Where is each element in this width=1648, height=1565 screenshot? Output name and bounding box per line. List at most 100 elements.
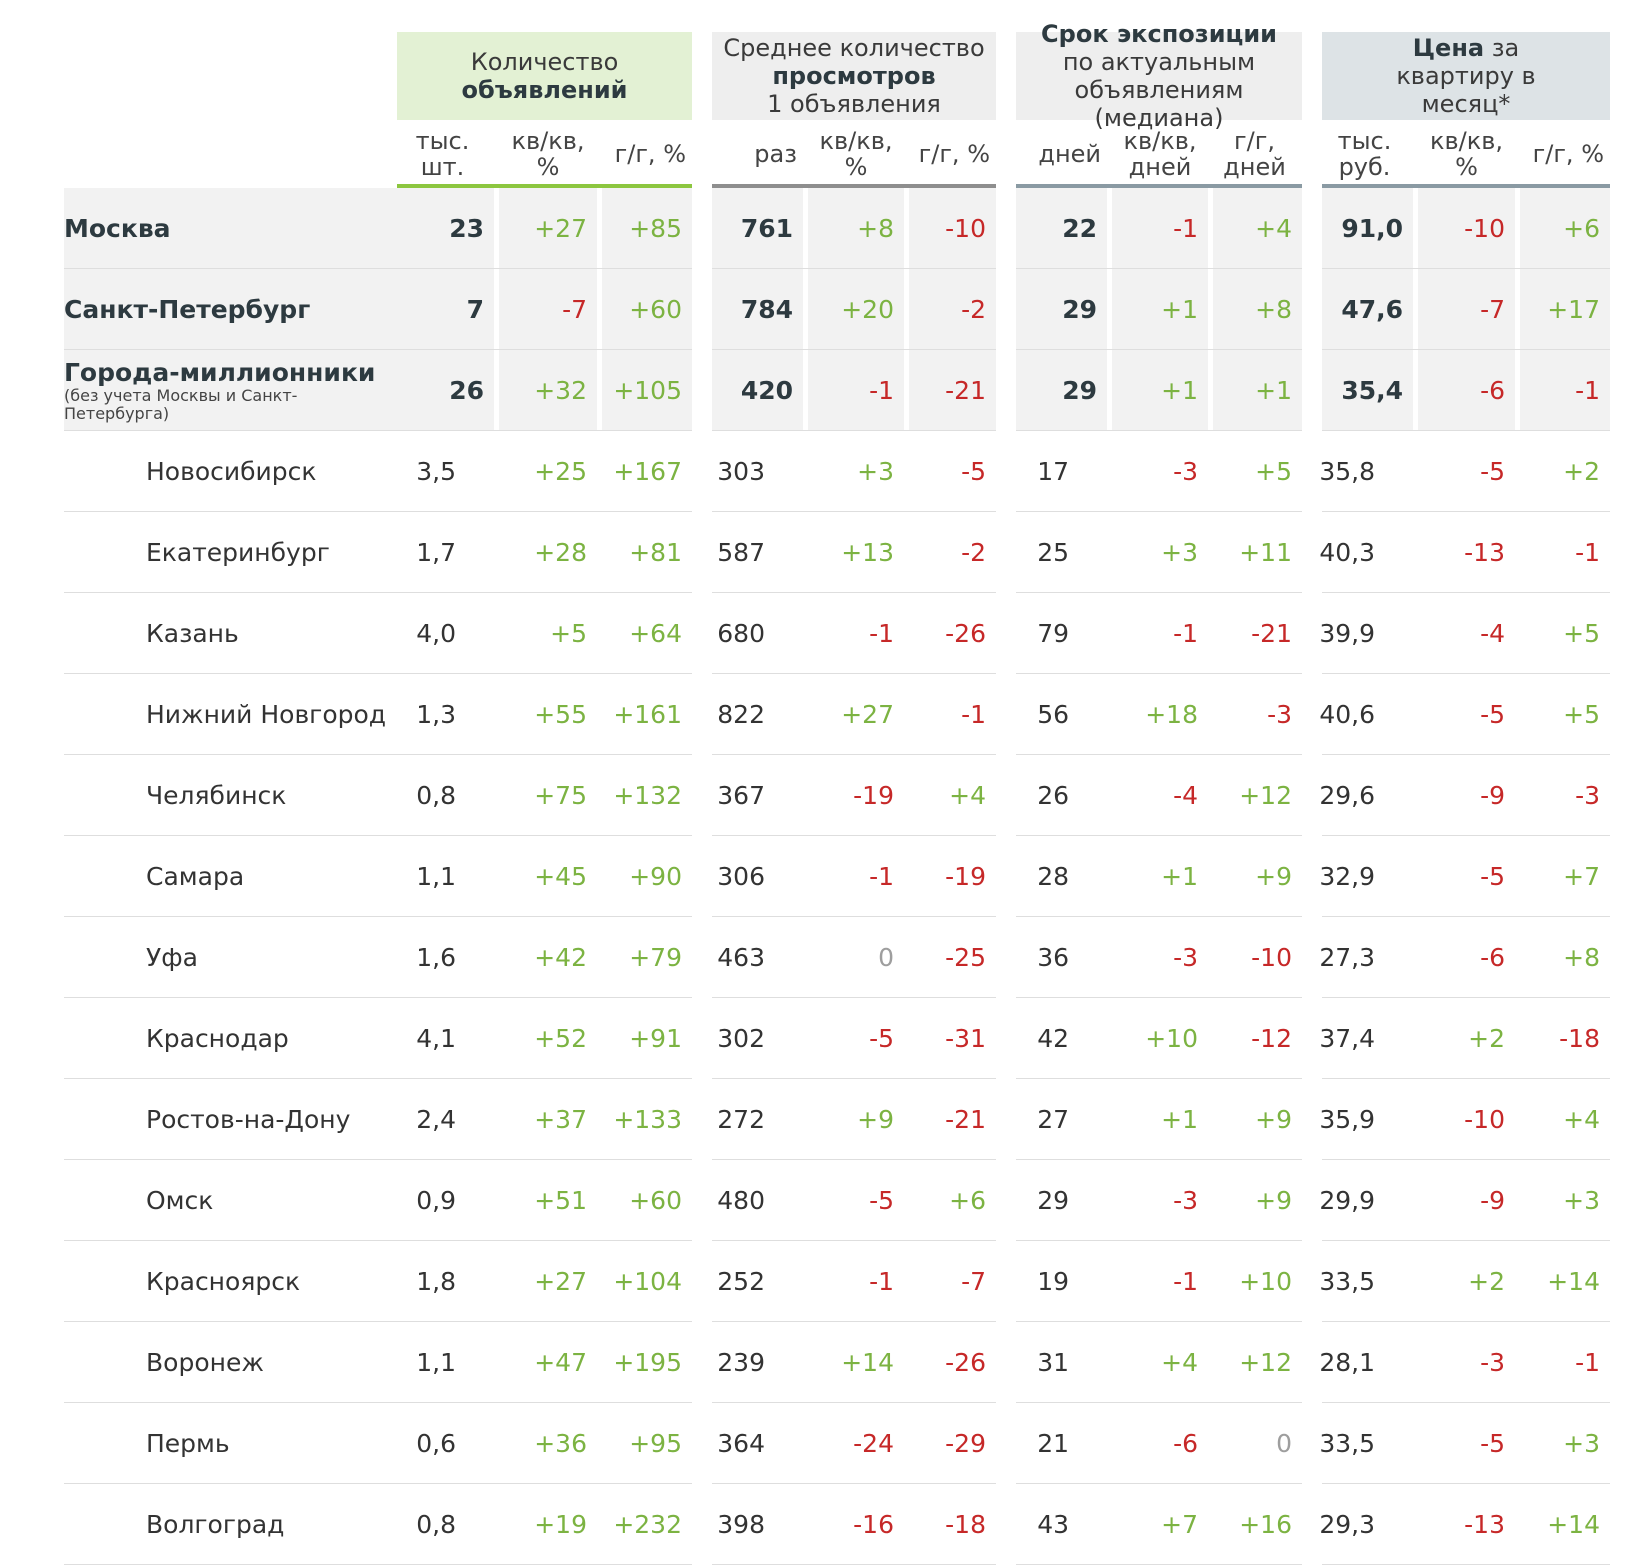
- row-highlight: [712, 188, 996, 268]
- row-separator: [397, 1321, 692, 1322]
- city-name: Самара: [146, 836, 395, 917]
- value-cell: 420: [740, 376, 793, 405]
- change-cell: +64: [629, 619, 682, 648]
- row-separator: [64, 916, 397, 917]
- row-separator: [1322, 1483, 1610, 1484]
- row-separator: [397, 1240, 692, 1241]
- change-cell: +105: [613, 376, 682, 405]
- row-highlight: [712, 350, 996, 430]
- value-cell: 23: [449, 214, 484, 243]
- change-cell: -3: [1173, 943, 1198, 972]
- change-cell: +5: [1563, 619, 1600, 648]
- change-cell: +32: [534, 376, 587, 405]
- column-gap: [803, 269, 808, 349]
- row-separator: [712, 1078, 996, 1079]
- value-cell: 239: [717, 1348, 765, 1377]
- row-separator: [1322, 511, 1610, 512]
- change-cell: +18: [1145, 700, 1198, 729]
- header-exposure-time: Срок экспозиции по актуальным объявления…: [1016, 20, 1302, 132]
- value-cell: 29: [1062, 295, 1097, 324]
- value-cell: 26: [449, 376, 484, 405]
- city-name-label: Самара: [146, 862, 245, 891]
- change-cell: +2: [1563, 457, 1600, 486]
- header-price: Цена за квартиру в месяц*: [1322, 32, 1610, 120]
- change-cell: -21: [945, 1105, 986, 1134]
- value-cell: 28,1: [1319, 1348, 1375, 1377]
- column-gap: [904, 350, 909, 430]
- change-cell: +12: [1239, 1348, 1292, 1377]
- row-separator: [712, 592, 996, 593]
- city-name: Воронеж: [146, 1322, 395, 1403]
- column-gap: [1515, 350, 1520, 430]
- row-separator: [1322, 916, 1610, 917]
- row-separator: [712, 430, 996, 431]
- value-cell: 31: [1037, 1348, 1069, 1377]
- value-cell: 29,6: [1319, 781, 1375, 810]
- value-cell: 27,3: [1319, 943, 1375, 972]
- value-cell: 32,9: [1319, 862, 1375, 891]
- header-underline: [1016, 184, 1302, 188]
- value-cell: 252: [717, 1267, 765, 1296]
- value-cell: 302: [717, 1024, 765, 1053]
- change-cell: -4: [1173, 781, 1198, 810]
- row-separator: [1016, 1402, 1302, 1403]
- column-gap: [904, 269, 909, 349]
- row-separator: [1016, 430, 1302, 431]
- change-cell: +13: [841, 538, 894, 567]
- row-separator: [1016, 511, 1302, 512]
- change-cell: +167: [613, 457, 682, 486]
- city-name: Санкт-Петербург: [64, 269, 395, 350]
- city-name: Краснодар: [146, 998, 395, 1079]
- row-separator: [397, 1402, 692, 1403]
- value-cell: 29,3: [1319, 1510, 1375, 1539]
- change-cell: +14: [1547, 1510, 1600, 1539]
- change-cell: +19: [534, 1510, 587, 1539]
- change-cell: +4: [949, 781, 986, 810]
- change-cell: +195: [613, 1348, 682, 1377]
- city-name: Екатеринбург: [146, 512, 395, 593]
- change-cell: +47: [534, 1348, 587, 1377]
- change-cell: +1: [1161, 376, 1198, 405]
- column-gap: [1515, 269, 1520, 349]
- value-cell: 43: [1037, 1510, 1069, 1539]
- header-listings-count: Количество объявлений: [397, 32, 692, 120]
- row-highlight: [64, 188, 397, 268]
- row-highlight: [1322, 350, 1610, 430]
- row-separator: [64, 511, 397, 512]
- change-cell: -1: [961, 700, 986, 729]
- value-cell: 29,9: [1319, 1186, 1375, 1215]
- column-gap: [597, 350, 602, 430]
- value-cell: 28: [1037, 862, 1069, 891]
- value-cell: 3,5: [416, 457, 456, 486]
- subheader-6: дней: [1038, 140, 1101, 168]
- row-separator: [64, 430, 397, 431]
- change-cell: -2: [961, 295, 986, 324]
- change-cell: -21: [1251, 619, 1292, 648]
- value-cell: 364: [717, 1429, 765, 1458]
- column-gap: [494, 350, 499, 430]
- value-cell: 1,1: [416, 862, 456, 891]
- column-gap: [1208, 269, 1213, 349]
- city-name-label: Ростов-на-Дону: [146, 1105, 351, 1134]
- row-separator: [712, 1321, 996, 1322]
- row-separator: [712, 511, 996, 512]
- value-cell: 7: [466, 295, 484, 324]
- change-cell: -6: [1480, 376, 1505, 405]
- row-separator: [1322, 1078, 1610, 1079]
- change-cell: +45: [534, 862, 587, 891]
- value-cell: 1,8: [416, 1267, 456, 1296]
- change-cell: +11: [1239, 538, 1292, 567]
- change-cell: +133: [613, 1105, 682, 1134]
- change-cell: -1: [1575, 376, 1600, 405]
- change-cell: -26: [945, 619, 986, 648]
- change-cell: -25: [945, 943, 986, 972]
- change-cell: -10: [1464, 1105, 1505, 1134]
- city-name: Волгоград: [146, 1484, 395, 1565]
- row-separator: [1016, 349, 1302, 350]
- city-name: Казань: [146, 593, 395, 674]
- change-cell: -3: [1267, 700, 1292, 729]
- row-separator: [1016, 997, 1302, 998]
- value-cell: 79: [1037, 619, 1069, 648]
- value-cell: 47,6: [1341, 295, 1403, 324]
- row-separator: [64, 835, 397, 836]
